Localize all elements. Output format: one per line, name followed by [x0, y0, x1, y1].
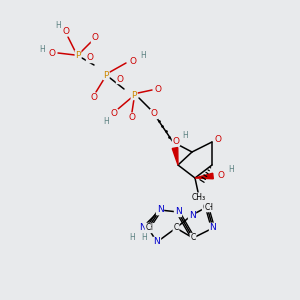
Text: O: O: [110, 110, 118, 118]
Text: CH: CH: [142, 224, 154, 232]
Text: O: O: [172, 136, 179, 146]
Text: N: N: [157, 206, 164, 214]
Text: O: O: [49, 49, 56, 58]
Text: O: O: [91, 94, 98, 103]
Text: O: O: [116, 74, 124, 83]
Text: P: P: [131, 91, 137, 100]
Polygon shape: [195, 173, 213, 179]
Text: O: O: [128, 113, 136, 122]
Text: H: H: [141, 232, 147, 242]
Text: N: N: [154, 238, 160, 247]
Text: N: N: [154, 238, 160, 247]
Text: C: C: [190, 233, 196, 242]
Text: =: =: [204, 202, 210, 211]
Polygon shape: [172, 148, 178, 165]
Text: H: H: [140, 52, 146, 61]
Text: O: O: [218, 170, 224, 179]
Text: H: H: [103, 116, 109, 125]
Text: O: O: [92, 34, 98, 43]
Text: C: C: [173, 224, 178, 232]
Text: C: C: [173, 224, 178, 232]
Text: H: H: [39, 44, 45, 53]
Text: O: O: [130, 56, 136, 65]
Text: H: H: [228, 166, 234, 175]
Text: CH₃: CH₃: [192, 194, 206, 202]
Text: N: N: [175, 206, 182, 215]
Text: C: C: [146, 224, 151, 232]
Text: O: O: [62, 26, 70, 35]
Text: N: N: [210, 224, 216, 232]
Text: H: H: [182, 131, 188, 140]
Text: N: N: [139, 224, 145, 232]
Text: N: N: [189, 211, 195, 220]
Text: O: O: [214, 134, 221, 143]
Text: P: P: [75, 50, 81, 59]
Text: N: N: [157, 206, 164, 214]
Text: P: P: [103, 70, 109, 80]
Text: O: O: [154, 85, 161, 94]
Text: N: N: [189, 211, 195, 220]
Text: O: O: [86, 53, 94, 62]
Text: H: H: [129, 232, 135, 242]
Text: H: H: [55, 22, 61, 31]
Text: O: O: [151, 110, 158, 118]
Text: CH: CH: [202, 202, 214, 211]
Text: N: N: [210, 224, 216, 232]
Text: C: C: [204, 202, 210, 211]
Text: =: =: [145, 224, 151, 232]
Text: C: C: [190, 233, 196, 242]
Text: N: N: [175, 208, 182, 217]
